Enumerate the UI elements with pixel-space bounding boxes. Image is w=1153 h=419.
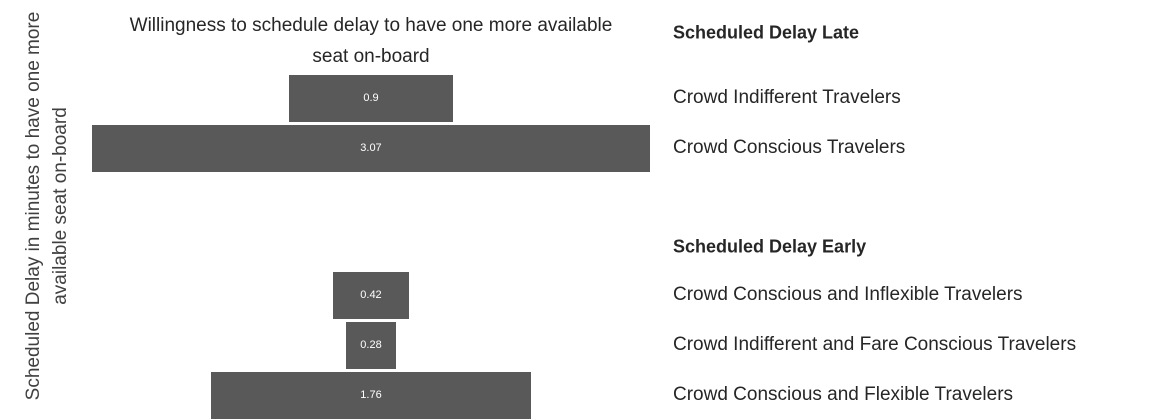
category-label: Crowd Conscious and Inflexible Travelers bbox=[673, 284, 1023, 305]
category-label: Crowd Indifferent Travelers bbox=[673, 87, 901, 108]
value-label: 3.07 bbox=[360, 142, 382, 154]
y-axis-label: Scheduled Delay in minutes to have one m… bbox=[23, 11, 71, 401]
bar: 0.28 bbox=[345, 321, 397, 369]
bar: 3.07 bbox=[91, 124, 651, 172]
value-label: 0.42 bbox=[360, 289, 382, 301]
value-label: 0.9 bbox=[363, 92, 379, 104]
bar: 0.42 bbox=[332, 271, 410, 319]
group-label: Scheduled Delay Early bbox=[673, 236, 867, 257]
category-label: Crowd Conscious Travelers bbox=[673, 137, 906, 158]
group-label: Scheduled Delay Late bbox=[673, 22, 860, 43]
category-label: Crowd Conscious and Flexible Travelers bbox=[673, 384, 1014, 405]
value-label: 1.76 bbox=[360, 389, 382, 401]
chart-title: Willingness to schedule delay to have on… bbox=[129, 15, 613, 67]
value-label: 0.28 bbox=[360, 339, 382, 351]
bar: 0.9 bbox=[289, 74, 453, 122]
category-label: Crowd Indifferent and Fare Conscious Tra… bbox=[673, 334, 1077, 355]
bar: 1.76 bbox=[211, 371, 531, 419]
